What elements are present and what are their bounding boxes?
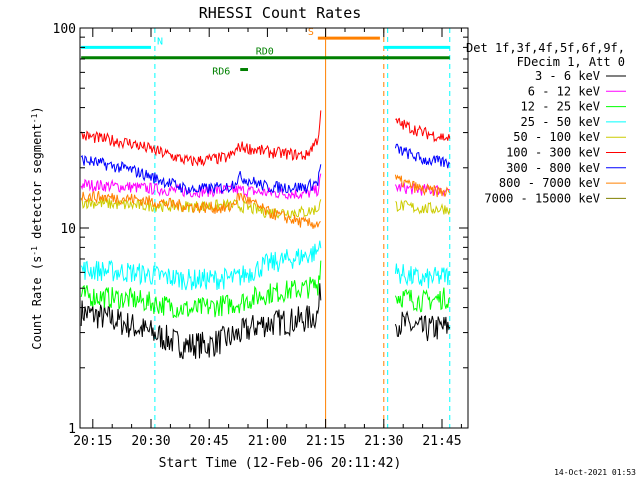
- legend-item-label: 100 - 300 keV: [506, 146, 600, 160]
- series-line: [80, 190, 321, 229]
- y-tick-label: 100: [53, 22, 76, 37]
- legend-item-label: 6 - 12 keV: [528, 84, 600, 98]
- chart-title: RHESSI Count Rates: [199, 4, 362, 22]
- generation-timestamp: 14-Oct-2021 01:53: [554, 468, 636, 477]
- state-bar-label: RD6: [212, 67, 230, 78]
- x-tick-label: 20:15: [73, 434, 112, 449]
- series-line: [394, 287, 451, 313]
- y-tick-label: 1: [68, 422, 76, 437]
- legend-item-label: 300 - 800 keV: [506, 161, 600, 175]
- series-line: [394, 310, 451, 342]
- state-bars: N S RD0 RD6: [81, 27, 450, 78]
- x-tick-label: 21:30: [364, 434, 403, 449]
- legend-item-label: 7000 - 15000 keV: [484, 191, 600, 205]
- legend-header-detectors: Det 1f,3f,4f,5f,6f,9f,: [466, 41, 625, 55]
- series-line: [394, 263, 451, 289]
- series-line: [395, 117, 451, 143]
- series-line: [80, 283, 322, 360]
- state-bar-label: S: [308, 27, 314, 38]
- axis-ticks: 20:15 20:30 20:45 21:00 21:15 21:30 21:45 1 10 10…: [53, 22, 468, 449]
- series-line: [80, 110, 322, 167]
- series-lines: [80, 110, 451, 360]
- series-line: [80, 260, 322, 319]
- legend-item-label: 3 - 6 keV: [535, 69, 600, 83]
- series-line: [80, 154, 322, 196]
- x-tick-label: 20:45: [190, 434, 229, 449]
- series-line: [394, 143, 451, 169]
- x-tick-label: 20:30: [131, 434, 170, 449]
- x-tick-label: 21:15: [306, 434, 345, 449]
- y-axis-label: Count Rate (s-1 detector segment-1): [30, 106, 44, 349]
- y-axis-label-sup1: -1: [30, 246, 39, 256]
- y-axis-label-sup2: -1: [30, 113, 39, 123]
- x-tick-label: 21:45: [422, 434, 461, 449]
- legend-item-label: 50 - 100 keV: [513, 130, 600, 144]
- legend: Det 1f,3f,4f,5f,6f,9f, FDecim 1, Att 0 3…: [466, 41, 626, 205]
- legend-item-label: 25 - 50 keV: [521, 115, 600, 129]
- y-axis-label-main: Count Rate (s: [30, 256, 44, 350]
- series-line: [394, 174, 451, 198]
- legend-item-label: 800 - 7000 keV: [499, 176, 600, 190]
- y-axis-label-mid: detector segment: [30, 123, 44, 246]
- legend-header-decimation: FDecim 1, Att 0: [517, 55, 625, 69]
- series-line: [395, 199, 451, 215]
- series-line: [80, 240, 322, 291]
- y-tick-label: 10: [60, 222, 76, 237]
- y-axis-label-end: ): [30, 106, 44, 113]
- legend-item-label: 12 - 25 keV: [521, 100, 600, 114]
- x-axis-label: Start Time (12-Feb-06 20:11:42): [159, 456, 402, 471]
- state-bar-label: RD0: [256, 47, 274, 58]
- state-bar-label: N: [157, 36, 163, 47]
- x-tick-label: 21:00: [248, 434, 287, 449]
